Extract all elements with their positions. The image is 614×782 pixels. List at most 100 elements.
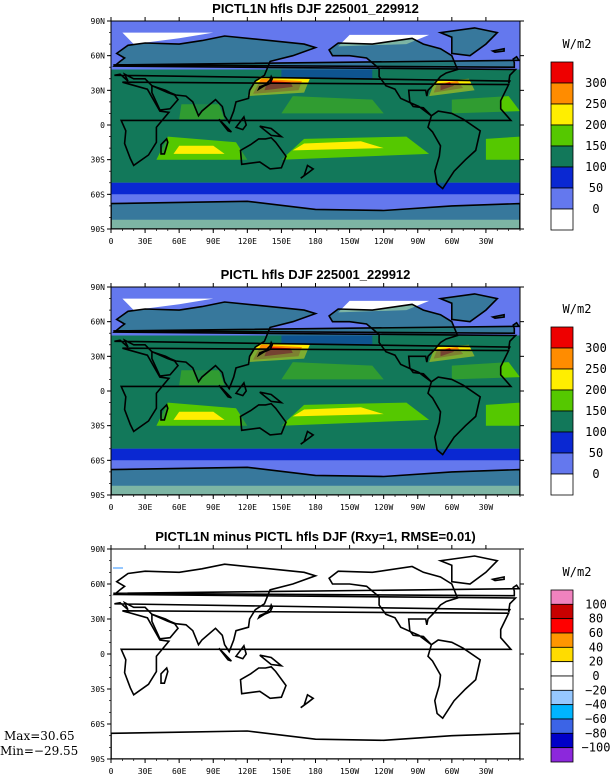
- colorbar-label: 50: [589, 446, 603, 460]
- lat-label: 90S: [91, 491, 106, 500]
- lat-label: 60S: [91, 720, 106, 729]
- lat-label: 90S: [91, 225, 106, 234]
- colorbar-swatch: [550, 661, 574, 677]
- colorbar-label: 100: [585, 160, 607, 174]
- coastline: [160, 403, 169, 421]
- coastline: [151, 84, 180, 111]
- colorbar-label: 200: [585, 118, 607, 132]
- lon-label: 30E: [138, 503, 153, 512]
- coastline: [300, 693, 315, 709]
- land-field: [114, 302, 516, 389]
- land-field: [259, 126, 282, 137]
- colorbar-swatch: [550, 61, 574, 84]
- colorbar-swatch: [550, 389, 574, 412]
- lon-label: 90W: [411, 767, 426, 776]
- colorbar-swatch: [550, 145, 574, 168]
- lon-label: 30W: [479, 237, 494, 246]
- coastline: [300, 430, 315, 445]
- lon-label: 90W: [411, 503, 426, 512]
- land-field: [428, 377, 481, 455]
- field-region: [485, 136, 520, 160]
- coastline: [259, 654, 285, 667]
- colorbar-swatch: [550, 187, 574, 210]
- coastline: [239, 665, 287, 700]
- lon-label: 30W: [479, 767, 494, 776]
- land-field: [300, 165, 314, 179]
- field-region: [111, 182, 520, 195]
- colorbar-swatch: [550, 368, 574, 391]
- lon-label: 120E: [238, 503, 257, 512]
- coastline: [234, 381, 248, 397]
- lon-label: 0: [109, 503, 114, 512]
- lat-label: 90S: [91, 755, 106, 764]
- lat-label: 30S: [91, 685, 106, 694]
- coastline: [259, 125, 285, 138]
- map-field: [111, 549, 520, 759]
- coastline: [218, 384, 232, 399]
- lon-label: 90E: [206, 767, 221, 776]
- coastline: [151, 350, 180, 377]
- colorbar-label: 200: [585, 383, 607, 397]
- colorbar-swatch: [550, 82, 574, 105]
- coastline: [427, 376, 482, 456]
- colorbar-label: 300: [585, 76, 607, 90]
- lon-label: 120E: [238, 767, 257, 776]
- colorbar-label: −60: [585, 712, 607, 726]
- land-field: [240, 403, 286, 435]
- coastline: [113, 584, 520, 597]
- coastline: [160, 666, 169, 685]
- panel-title: PICTL hfls DJF 225001_229912: [221, 267, 411, 282]
- lon-label: 180: [308, 767, 323, 776]
- coastline: [111, 466, 520, 495]
- field-region: [122, 32, 214, 45]
- colorbar-swatch: [550, 589, 574, 605]
- lon-label: 180: [308, 503, 323, 512]
- lon-label: 180: [308, 237, 323, 246]
- lat-label: 60N: [91, 580, 106, 589]
- land-field: [440, 293, 498, 322]
- colorbar-label: 40: [589, 640, 603, 654]
- colorbar-swatch: [550, 632, 574, 648]
- lat-label: 30N: [91, 615, 106, 624]
- coastline: [328, 37, 459, 117]
- coastline: [427, 639, 482, 720]
- colorbar-swatch: [550, 704, 574, 720]
- colorbar-label: 20: [589, 655, 603, 669]
- colorbar-label: −100: [582, 741, 611, 755]
- coastline: [234, 644, 248, 660]
- units-label: W/m2: [563, 37, 592, 51]
- lon-label: 60E: [172, 503, 187, 512]
- lat-label: 90N: [91, 545, 106, 554]
- colorbar-swatch: [550, 326, 574, 349]
- coastline: [490, 313, 505, 320]
- lon-label: 150W: [340, 767, 359, 776]
- field-region: [485, 402, 520, 426]
- colorbar-swatch: [550, 618, 574, 634]
- coastline: [119, 347, 513, 433]
- colorbar-label: 250: [585, 97, 607, 111]
- land-field: [114, 36, 516, 123]
- coastline: [119, 81, 513, 167]
- units-label: W/m2: [563, 302, 592, 316]
- coastline: [234, 115, 248, 131]
- lat-label: 60N: [91, 318, 106, 327]
- colorbar-label: 60: [589, 626, 603, 640]
- colorbar-swatch: [550, 675, 574, 691]
- field-background: [111, 549, 520, 759]
- land-field: [113, 56, 519, 68]
- colorbar-swatch: [550, 452, 574, 475]
- lon-label: 150W: [340, 237, 359, 246]
- coastline: [490, 47, 505, 54]
- map-panel-2: PICTL hfls DJF 225001_22991290N60N30N030…: [91, 267, 607, 512]
- land-field: [440, 27, 498, 56]
- coastline: [111, 730, 520, 759]
- lat-label: 0: [100, 650, 105, 659]
- lon-label: 90E: [206, 237, 221, 246]
- coastline: [151, 613, 180, 640]
- colorbar-label: 100: [585, 425, 607, 439]
- lat-label: 60S: [91, 456, 106, 465]
- lon-label: 30E: [138, 767, 153, 776]
- land-field: [428, 111, 481, 189]
- coastline: [300, 164, 315, 179]
